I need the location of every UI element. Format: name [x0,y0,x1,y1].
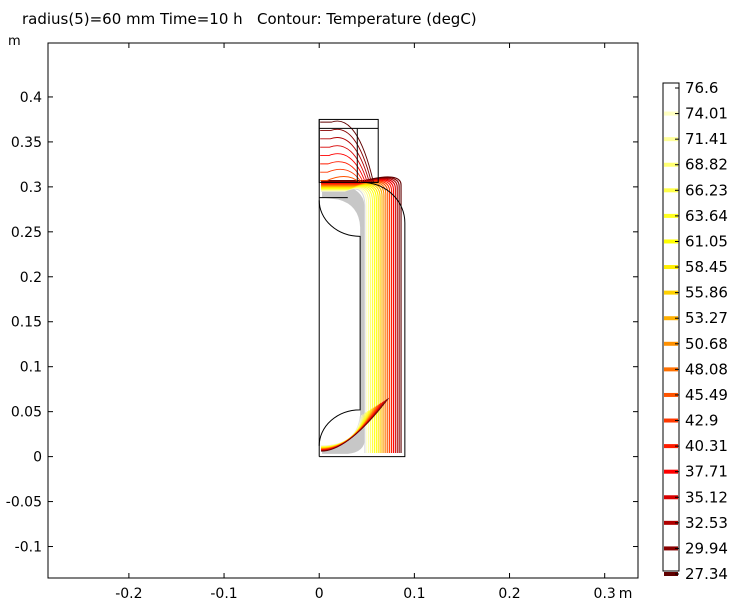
colorbar-label: 32.53 [685,514,728,532]
contour-line [321,179,393,454]
colorbar-swatch [664,444,678,449]
contour-line-top [320,153,366,183]
colorbar-swatch [664,239,678,244]
y-tick-label: 0.05 [11,405,42,421]
colorbar-swatch [664,137,678,142]
x-tick-label: 0.2 [498,586,520,602]
colorbar-label: 76.6 [685,79,718,97]
contour-line-top [320,176,360,183]
colorbar-swatch [664,520,678,525]
contour-line-bottom [321,397,389,452]
plot-frame [47,42,639,579]
colorbar-swatch [664,367,678,372]
inner-cavity-outline [318,200,361,446]
colorbar-swatch [664,111,678,116]
contour-line-top [320,161,364,183]
y-axis-unit: m [8,34,21,49]
x-tick-label: 0 [315,586,324,602]
colorbar-swatch [664,188,678,193]
colorbar-label: 66.23 [685,181,728,199]
colorbar-swatch [664,265,678,270]
y-tick-label: -0.05 [6,495,42,511]
x-tick-label: 0.3 [594,586,616,602]
contour-line [321,186,372,454]
colorbar-label: 71.41 [685,130,728,148]
contour-line [321,181,387,454]
colorbar-label: 37.71 [685,463,728,481]
contour-line-top [320,120,374,183]
y-tick-label: 0 [33,450,42,466]
axes: 0.4 0.35 0.3 0.25 0.2 0.15 0.1 0.05 0 -0.05 -0.1 -0… [6,43,638,602]
colorbar-swatch [664,341,678,346]
colorbar-swatch [664,392,678,397]
x-tick-label: -0.1 [210,586,237,602]
colorbar-swatch [664,546,678,551]
x-axis-unit: m [619,586,633,602]
x-tick-label: 0.1 [403,586,425,602]
colorbar-label: 29.94 [685,539,728,557]
y-tick-label: 0.1 [20,360,42,376]
colorbar-label: 58.45 [685,258,728,276]
colorbar: 76.6 74.01 71.41 68.82 66.23 63.64 61.05 58.45 5… [662,79,728,583]
colorbar-label: 61.05 [685,232,728,250]
y-tick-label: 0.35 [11,135,42,151]
colorbar-label: 68.82 [685,156,728,174]
contour-line-top [320,128,372,183]
colorbar-label: 45.49 [685,386,728,404]
contour-line [321,185,374,454]
colorbar-swatch [664,418,678,423]
colorbar-label: 74.01 [685,105,728,123]
contour-line [321,185,375,454]
colorbar-label: 63.64 [685,207,728,225]
geometry-outline [318,118,406,458]
y-tick-label: 0.15 [11,315,42,331]
contour-line-top [320,137,370,183]
colorbar-label: 48.08 [685,360,728,378]
colorbar-swatch [664,86,678,90]
y-tick-label: -0.1 [15,540,42,556]
colorbar-swatch [664,316,678,321]
colorbar-swatch [664,495,678,500]
colorbar-label: 53.27 [685,309,728,327]
colorbar-label: 40.31 [685,437,728,455]
chart-title: radius(5)=60 mm Time=10 h Contour: Tempe… [22,10,477,28]
colorbar-swatch [664,162,678,167]
y-tick-label: 0.25 [11,225,42,241]
colorbar-label: 55.86 [685,284,728,302]
y-tick-label: 0.2 [20,270,42,286]
colorbar-swatch [664,572,678,576]
colorbar-swatch [664,290,678,295]
top-block-outline [318,118,379,183]
contour-line-top [320,145,368,183]
colorbar-label: 42.9 [685,412,718,430]
colorbar-swatch [664,469,678,474]
y-tick-label: 0.3 [20,180,42,196]
contour-line [321,187,370,454]
colorbar-label: 50.68 [685,335,728,353]
colorbar-label: 35.12 [685,488,728,506]
contour-line [321,180,389,454]
x-tick-label: -0.2 [115,586,142,602]
contour-line-top [320,168,362,183]
colorbar-frame [662,82,680,572]
colorbar-swatch [664,213,678,218]
y-tick-label: 0.4 [20,90,42,106]
colorbar-label: 27.34 [685,565,728,583]
plot-area [47,42,639,579]
